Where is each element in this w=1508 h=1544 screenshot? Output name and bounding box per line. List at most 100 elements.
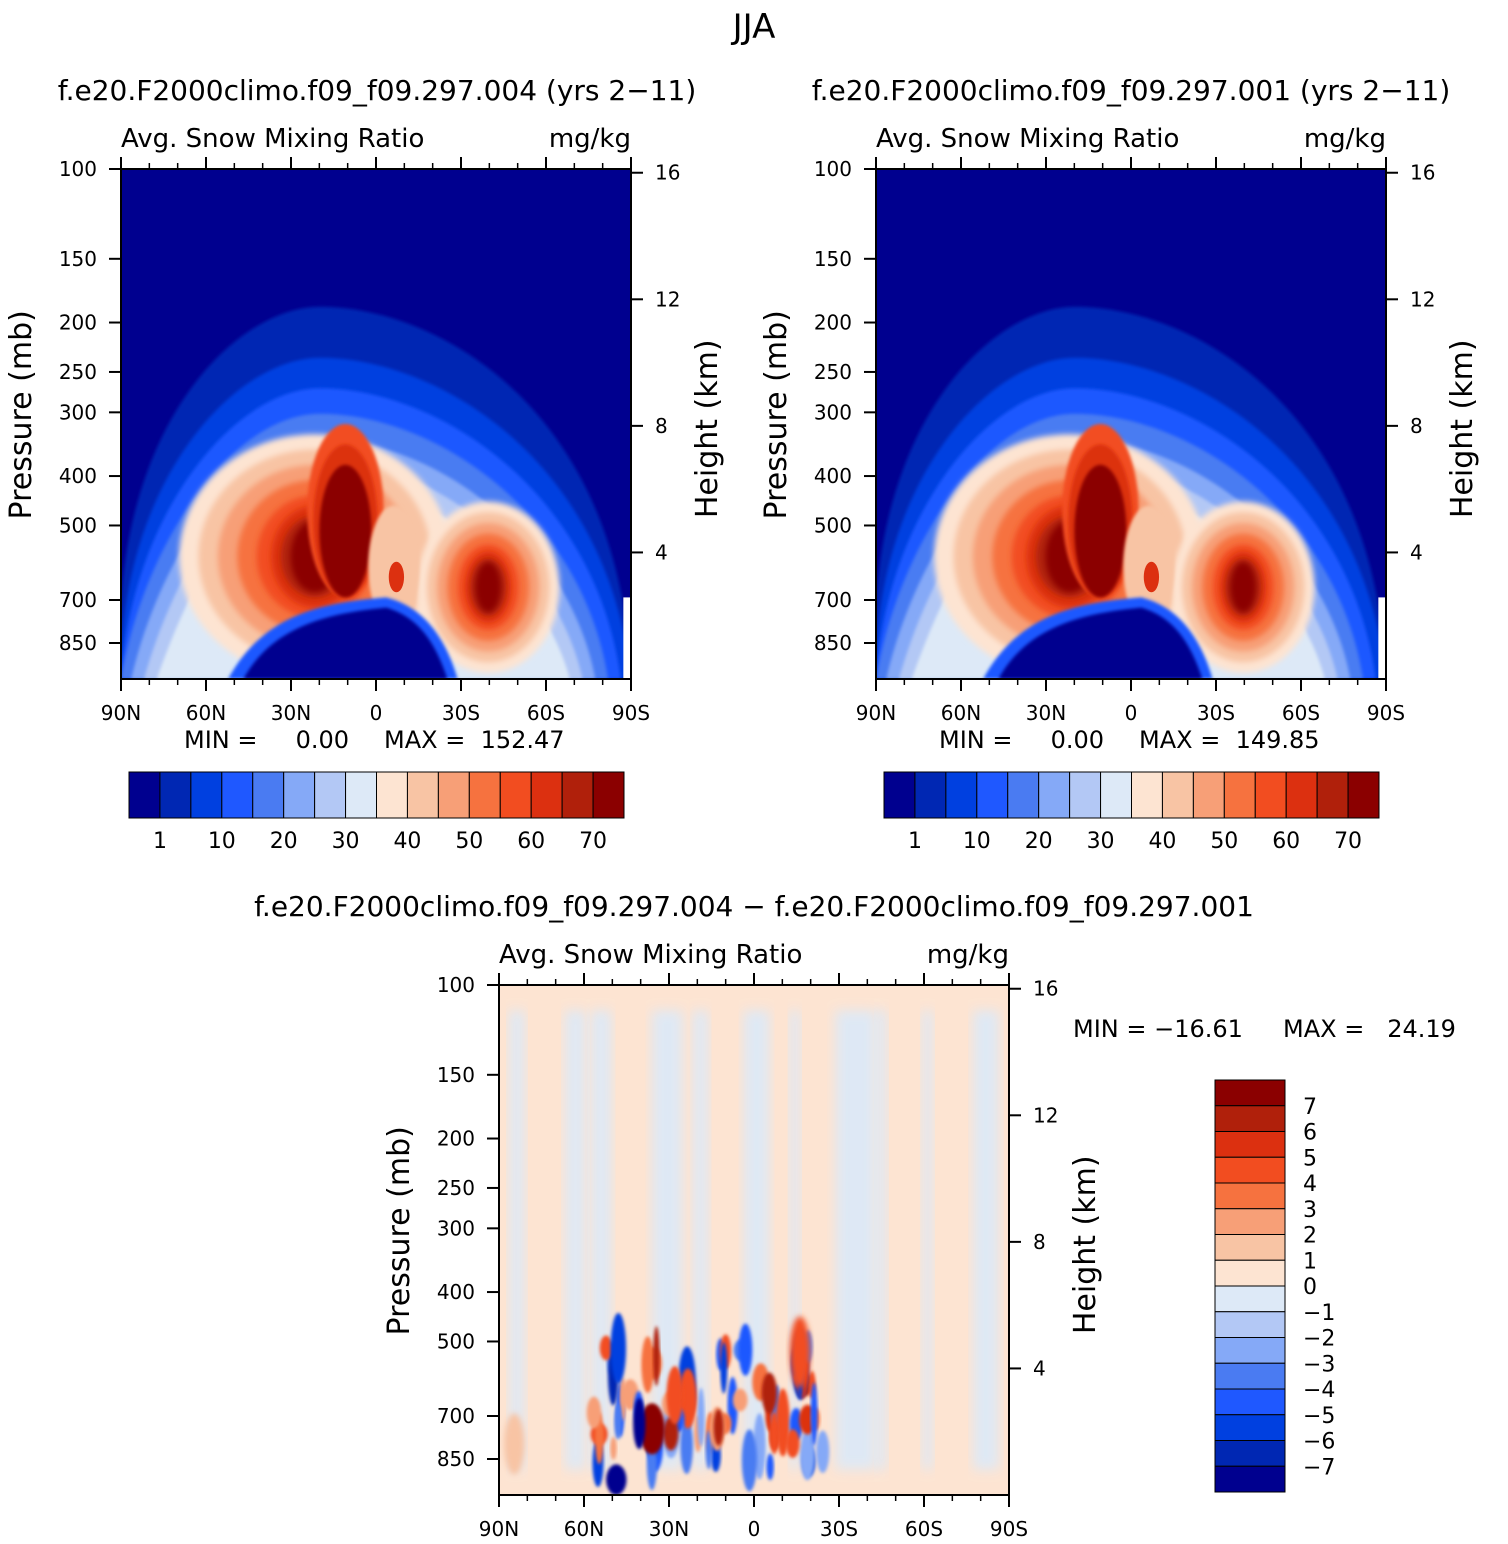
x-tick-label: 90S [990, 1517, 1028, 1541]
y2-tick-label: 16 [1410, 161, 1435, 185]
neg-stripe-9 [922, 1010, 933, 1470]
anomaly-cell-50 [610, 1312, 627, 1384]
y-axis-label: Pressure (mb) [759, 310, 794, 519]
eq-core [1143, 561, 1160, 593]
anomaly-cell-46 [680, 1418, 693, 1475]
colorbar-label: 1 [908, 829, 922, 854]
colorbar-box [976, 771, 1009, 819]
y-tick-label: 400 [437, 1280, 475, 1304]
strong-positive-1 [639, 1403, 665, 1455]
right-string: mg/kg [927, 940, 1009, 970]
colorbar-label: 30 [1087, 829, 1115, 854]
x-tick-label: 30S [442, 701, 480, 725]
anomaly-cell-67 [586, 1396, 602, 1429]
anomaly-cell-54 [741, 1429, 758, 1492]
contour-field [499, 985, 1009, 1495]
y2-axis-label: Height (km) [1445, 339, 1480, 518]
colorbar-label: 10 [208, 829, 236, 854]
dry-wedge [243, 607, 448, 679]
colorbar-label: 20 [270, 829, 298, 854]
y2-axis-label: Height (km) [690, 339, 725, 518]
colorbar-box [406, 771, 439, 819]
y-tick-label: 850 [437, 1447, 475, 1471]
colorbar-box [314, 771, 347, 819]
anomaly-cell-61 [663, 1417, 679, 1451]
min-label: MIN = 0.00 [939, 726, 1104, 754]
deep-core-2 [1074, 464, 1127, 598]
missing-data-strip [623, 597, 631, 679]
colorbar-label: 70 [579, 829, 607, 854]
colorbar-box [561, 771, 594, 819]
colorbar-box [128, 771, 161, 819]
colorbar-label: −2 [1303, 1327, 1335, 1352]
y2-tick-label: 8 [655, 414, 668, 438]
x-tick-label: 30N [649, 1517, 689, 1541]
min-label: MIN = −16.61 [1073, 1015, 1243, 1043]
colorbar-label: 1 [1303, 1249, 1317, 1274]
y-axis-label: Pressure (mb) [4, 310, 39, 519]
y-tick-label: 100 [59, 157, 97, 181]
colorbar-box [1038, 771, 1071, 819]
colorbar-box [1214, 1285, 1286, 1313]
anomaly-cell-69 [666, 1366, 684, 1425]
panel-1: f.e20.F2000climo.f09_f09.297.004 (yrs 2−… [4, 74, 725, 854]
colorbar-box [1214, 1208, 1286, 1235]
anomaly-cell-7 [641, 1336, 655, 1393]
y-tick-label: 300 [814, 400, 852, 424]
y-tick-label: 500 [437, 1329, 475, 1353]
x-tick-label: 0 [748, 1517, 761, 1541]
anomaly-cell-47 [599, 1335, 613, 1361]
y-tick-label: 700 [59, 588, 97, 612]
anomaly-cell-57 [713, 1409, 724, 1446]
x-tick-label: 60N [564, 1517, 604, 1541]
colorbar-label: 60 [517, 829, 545, 854]
anomaly-cell-49 [769, 1411, 779, 1455]
max-label: MAX = 152.47 [384, 726, 565, 754]
y2-tick-label: 12 [1033, 1103, 1058, 1127]
y-tick-label: 200 [437, 1127, 475, 1151]
x-tick-label: 90S [1367, 701, 1405, 725]
colorbar-label: −3 [1303, 1352, 1335, 1377]
y2-tick-label: 4 [1410, 540, 1423, 564]
colorbar-box [1214, 1414, 1286, 1441]
colorbar-label: 6 [1303, 1121, 1317, 1146]
colorbar-box [468, 771, 501, 819]
y-tick-label: 250 [437, 1176, 475, 1200]
x-tick-label: 0 [1125, 701, 1138, 725]
x-tick-label: 30N [271, 701, 311, 725]
panel-title: f.e20.F2000climo.f09_f09.297.001 (yrs 2−… [812, 74, 1451, 107]
colorbar-box [1285, 771, 1318, 819]
colorbar-box [1214, 1337, 1286, 1364]
colorbar-box [1214, 1234, 1286, 1261]
colorbar-box [1069, 771, 1102, 819]
strong-negative-2 [606, 1464, 627, 1495]
y2-tick-label: 16 [655, 161, 680, 185]
colorbar-box [1214, 1465, 1286, 1493]
neg-stripe-8 [876, 1010, 887, 1470]
x-tick-label: 60S [905, 1517, 943, 1541]
x-tick-label: 90N [479, 1517, 519, 1541]
y-tick-label: 700 [814, 588, 852, 612]
y2-axis-label: Height (km) [1068, 1155, 1103, 1334]
colorbar-box [283, 771, 316, 819]
x-tick-label: 0 [370, 701, 383, 725]
panel-title: f.e20.F2000climo.f09_f09.297.004 − f.e20… [254, 890, 1254, 923]
colorbar-box [530, 771, 563, 819]
y-tick-label: 400 [59, 464, 97, 488]
colorbar-box [1214, 1259, 1286, 1287]
neg-stripe-6 [789, 1010, 800, 1470]
x-tick-label: 30S [1197, 701, 1235, 725]
colorbar-box [376, 771, 408, 819]
neg-stripe-7 [835, 1010, 877, 1470]
colorbar-box [345, 771, 377, 819]
colorbar-box [1254, 771, 1287, 819]
colorbar-label: 2 [1303, 1224, 1317, 1249]
anomaly-cell-60 [810, 1382, 818, 1446]
colorbar-label: −1 [1303, 1301, 1335, 1326]
colorbar-box [945, 771, 978, 819]
colorbar-box [1316, 771, 1349, 819]
colorbar-label: 10 [963, 829, 991, 854]
colorbar-box [1214, 1131, 1286, 1158]
anomaly-cell-29 [653, 1326, 660, 1386]
